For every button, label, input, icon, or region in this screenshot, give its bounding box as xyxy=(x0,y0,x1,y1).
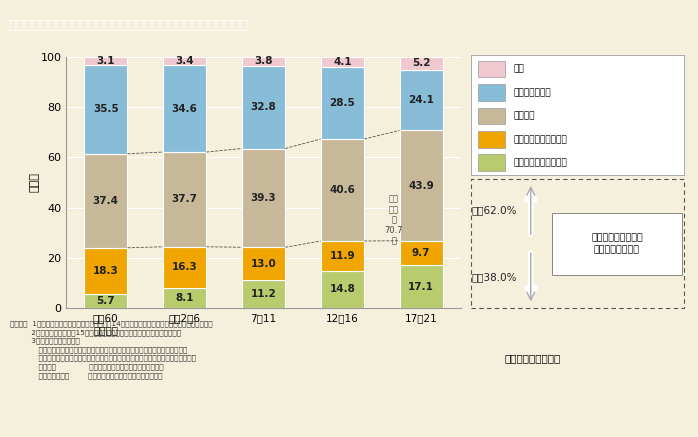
Bar xyxy=(163,288,207,308)
Text: 3.1: 3.1 xyxy=(96,55,115,66)
Text: 17.1: 17.1 xyxy=(408,281,434,291)
Bar xyxy=(320,67,364,139)
Text: 40.6: 40.6 xyxy=(329,185,355,195)
Bar xyxy=(477,154,505,171)
Text: 14.8: 14.8 xyxy=(329,284,355,295)
Bar xyxy=(399,265,443,308)
Text: 18.3: 18.3 xyxy=(93,266,119,276)
Text: 37.4: 37.4 xyxy=(93,196,119,206)
Bar xyxy=(163,247,207,288)
Bar xyxy=(84,65,128,154)
Bar xyxy=(399,70,443,130)
Text: 第１子出産前有職者
の出産後就業状況: 第１子出産前有職者 の出産後就業状況 xyxy=(591,233,643,254)
Text: 11.9: 11.9 xyxy=(329,251,355,261)
Y-axis label: （％）: （％） xyxy=(29,173,39,192)
Text: 11.2: 11.2 xyxy=(251,289,276,299)
Text: 有職38.0%: 有職38.0% xyxy=(471,272,517,282)
Text: 5.2: 5.2 xyxy=(412,59,431,68)
Text: （子どもの出生年）: （子どもの出生年） xyxy=(504,353,560,363)
Text: 35.5: 35.5 xyxy=(93,104,119,114)
Bar xyxy=(320,271,364,308)
Text: 出産
前有
職
70.7
％: 出産 前有 職 70.7 ％ xyxy=(385,195,403,246)
Bar xyxy=(399,130,443,241)
Text: 5.7: 5.7 xyxy=(96,296,115,306)
Text: 妊娠前から無職: 妊娠前から無職 xyxy=(514,88,551,97)
Bar xyxy=(477,131,505,148)
Bar xyxy=(84,294,128,308)
Text: 第１－４－３図　子どもの出生年別第１子出産前後の妻の就業経歴: 第１－４－３図 子どもの出生年別第１子出産前後の妻の就業経歴 xyxy=(8,19,248,32)
Text: 13.0: 13.0 xyxy=(251,259,276,269)
Text: 8.1: 8.1 xyxy=(175,293,194,303)
Bar xyxy=(477,61,505,77)
Bar xyxy=(399,57,443,70)
Bar xyxy=(242,247,285,280)
FancyBboxPatch shape xyxy=(552,213,682,274)
Text: 28.5: 28.5 xyxy=(329,98,355,108)
Bar xyxy=(84,154,128,248)
Text: 37.7: 37.7 xyxy=(172,194,198,205)
Bar xyxy=(163,65,207,152)
Text: 不詳: 不詳 xyxy=(514,65,524,73)
Bar xyxy=(320,241,364,271)
Bar xyxy=(242,66,285,149)
Text: 無職62.0%: 無職62.0% xyxy=(471,205,517,215)
Text: 3.4: 3.4 xyxy=(175,56,194,66)
Bar xyxy=(399,241,443,265)
Text: 就業継続（育休なし）: 就業継続（育休なし） xyxy=(514,135,567,144)
Bar xyxy=(320,139,364,241)
Bar xyxy=(242,56,285,66)
Bar xyxy=(242,280,285,308)
Bar xyxy=(163,152,207,247)
Bar xyxy=(242,149,285,247)
Text: 39.3: 39.3 xyxy=(251,193,276,203)
Bar xyxy=(477,84,505,101)
Text: （備考）  1．国立社会保障・人口問題研究所「第14回出生動向基本調査（夫婦調査）」より作成。
         2．第１子が１歳以上15歳未満の子を持つ初婚ど: （備考） 1．国立社会保障・人口問題研究所「第14回出生動向基本調査（夫婦調査）… xyxy=(10,320,213,378)
Bar xyxy=(477,108,505,124)
Text: 就業継続（育休利用）: 就業継続（育休利用） xyxy=(514,158,567,167)
Text: 3.8: 3.8 xyxy=(254,56,273,66)
Bar xyxy=(163,56,207,65)
Text: 24.1: 24.1 xyxy=(408,95,434,105)
Text: 4.1: 4.1 xyxy=(333,57,352,67)
Bar xyxy=(84,248,128,294)
Bar xyxy=(320,57,364,67)
Text: 34.6: 34.6 xyxy=(172,104,198,114)
Text: 出産退職: 出産退職 xyxy=(514,111,535,121)
Bar xyxy=(84,57,128,65)
Text: 43.9: 43.9 xyxy=(408,180,434,191)
Text: 32.8: 32.8 xyxy=(251,102,276,112)
Text: 16.3: 16.3 xyxy=(172,262,198,272)
Text: 9.7: 9.7 xyxy=(412,248,431,258)
